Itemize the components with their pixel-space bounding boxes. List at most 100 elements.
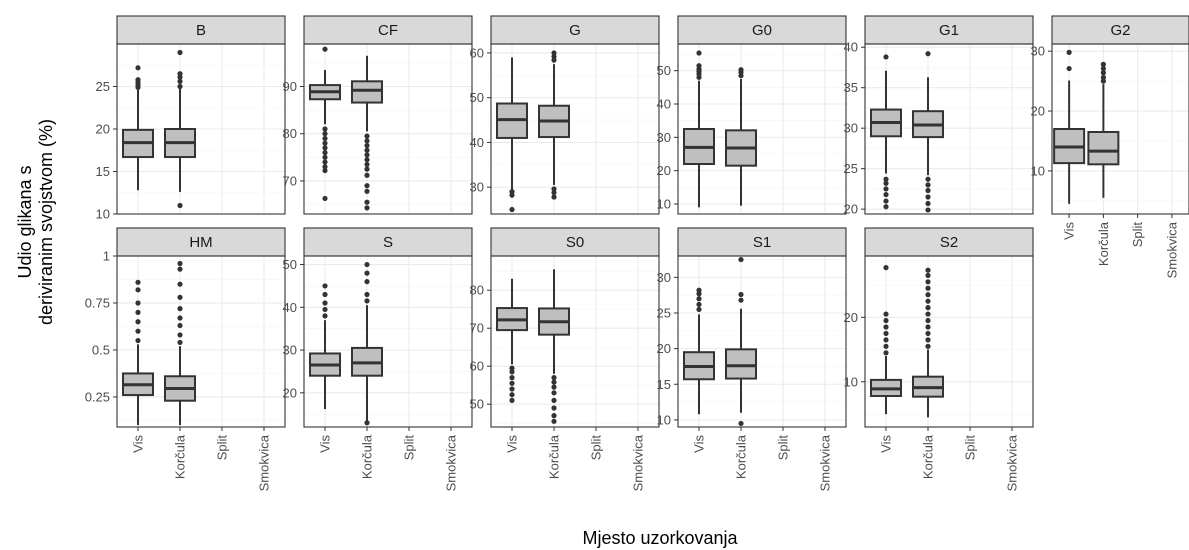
outlier-point: [177, 78, 183, 84]
y-tick-label: 30: [283, 343, 297, 358]
y-axis: 10 20: [844, 310, 865, 389]
outlier-point: [364, 298, 370, 304]
x-tick-label: Korčula: [734, 434, 749, 479]
outlier-point: [364, 152, 370, 158]
outlier-point: [177, 266, 183, 272]
y-tick-label: 20: [96, 122, 110, 137]
box-vis: [683, 287, 715, 415]
x-tick-label: Vis: [879, 435, 894, 453]
y-axis: 30 40 50 60: [470, 45, 491, 195]
y-tick-label: 15: [96, 164, 110, 179]
y-tick-label: 10: [657, 412, 671, 427]
outlier-point: [364, 270, 370, 276]
outlier-point: [322, 164, 328, 170]
outlier-point: [322, 306, 328, 313]
outlier-point: [925, 337, 931, 343]
outlier-point: [883, 311, 889, 317]
outlier-point: [135, 65, 141, 71]
box-korčula: [351, 55, 383, 211]
facet-strip: [864, 227, 1034, 257]
box-iqr: [1087, 130, 1120, 166]
facet-panel-cf: CF 70 80 90: [283, 15, 473, 215]
y-tick-label: 25: [96, 79, 110, 94]
y-tick-label: 60: [470, 45, 484, 60]
outlier-point: [509, 365, 515, 371]
panel-grid: [304, 44, 472, 214]
outlier-point: [177, 281, 183, 287]
y-tick-label: 30: [657, 130, 671, 145]
box-iqr: [725, 348, 757, 380]
outlier-point: [509, 392, 515, 398]
y-tick-label: 30: [657, 270, 671, 285]
outlier-point: [551, 57, 557, 63]
outlier-point: [509, 397, 515, 403]
x-tick-label: Korčula: [547, 434, 562, 479]
box-vis: [683, 50, 715, 208]
outlier-point: [177, 332, 183, 338]
outlier-point: [883, 191, 889, 198]
outlier-point: [925, 194, 931, 200]
outlier-point: [1066, 49, 1072, 55]
panel-grid: [491, 256, 659, 427]
panel-border: [303, 255, 473, 428]
outlier-point: [883, 324, 889, 330]
y-tick-label: 40: [657, 97, 671, 112]
facet-strip-label: G2: [1110, 22, 1130, 39]
y-tick-label: 40: [844, 40, 858, 55]
x-tick-label: Smokvica: [1005, 434, 1020, 491]
x-tick-label: Korčula: [921, 434, 936, 479]
outlier-point: [883, 350, 889, 356]
y-axis: 50 60 70 80: [470, 283, 491, 412]
box-korčula: [164, 260, 196, 426]
facet-strip: [490, 15, 660, 45]
outlier-point: [364, 420, 370, 426]
box-vis: [870, 265, 902, 415]
outlier-point: [1100, 70, 1106, 76]
x-tick-label: Split: [776, 435, 791, 461]
outlier-point: [509, 375, 515, 381]
panel-border: [303, 43, 473, 215]
y-axis: 20 25 30 35 40: [844, 40, 865, 217]
outlier-point: [696, 291, 702, 297]
outlier-point: [509, 380, 515, 386]
outlier-point: [925, 330, 931, 337]
outlier-point: [925, 207, 931, 213]
outlier-point: [135, 300, 141, 306]
y-axis-title: Udio glikana sderiviranim svojstvom (%): [15, 119, 56, 325]
outlier-point: [925, 285, 931, 291]
outlier-point: [177, 260, 183, 267]
y-tick-label: 50: [470, 90, 484, 105]
y-axis: 70 80 90: [283, 79, 304, 188]
panel-grid: [117, 255, 285, 427]
box-vis: [496, 57, 528, 213]
box-korčula: [538, 50, 570, 200]
outlier-point: [738, 291, 744, 298]
outlier-point: [364, 138, 370, 144]
box-vis: [496, 278, 528, 403]
y-axis: 10 15 20 25: [96, 79, 117, 222]
outlier-point: [364, 261, 370, 268]
facet-strip-label: CF: [378, 22, 398, 39]
outlier-point: [177, 71, 183, 77]
y-tick-label: 20: [657, 163, 671, 178]
outlier-point: [509, 386, 515, 392]
outlier-point: [509, 189, 515, 195]
outlier-point: [551, 405, 557, 411]
y-tick-label: 15: [657, 377, 671, 392]
outlier-point: [322, 291, 328, 298]
outlier-point: [364, 157, 370, 163]
outlier-point: [696, 63, 702, 69]
outlier-point: [509, 206, 515, 213]
x-tick-label: Split: [963, 435, 978, 461]
box-vis: [309, 46, 341, 202]
facet-panel-hm: HM 0.25 0.5 0.75 1 Vis Korčula Split Smokvica: [85, 227, 286, 491]
outlier-point: [551, 53, 557, 60]
y-tick-label: 10: [1031, 163, 1045, 178]
outlier-point: [322, 300, 328, 306]
y-axis: 10 20 30: [1031, 44, 1052, 178]
y-tick-label: 1: [103, 249, 110, 264]
outlier-point: [322, 313, 328, 319]
y-tick-label: 20: [844, 202, 858, 217]
outlier-point: [883, 198, 889, 204]
y-tick-label: 30: [844, 121, 858, 136]
